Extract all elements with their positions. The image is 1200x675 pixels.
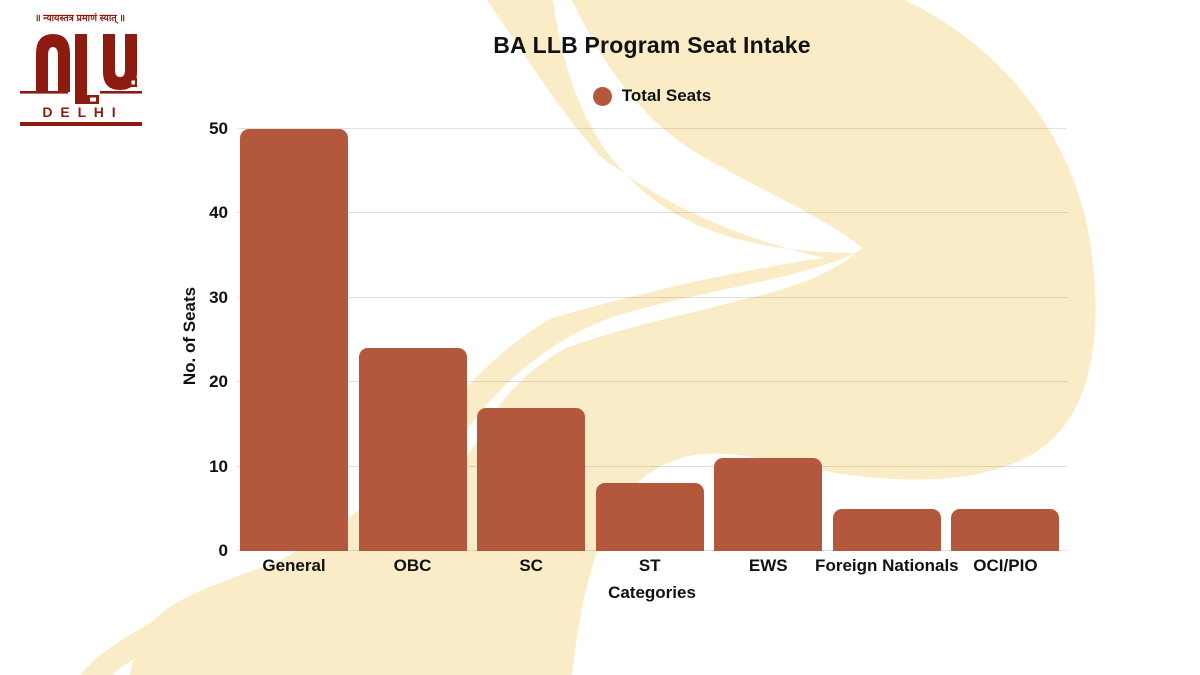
y-tick-label-40: 40 [209, 203, 228, 223]
bar-st [595, 483, 704, 551]
bar-obc [358, 348, 467, 551]
background-swirl-main-blob [130, 0, 1096, 675]
bar-general [240, 129, 348, 551]
y-tick-label-0: 0 [218, 541, 228, 560]
bar-oci-pio [951, 508, 1060, 551]
y-tick-label-30: 30 [209, 287, 228, 307]
y-tick-label-20: 20 [209, 372, 228, 392]
chart-title: BA LLB Program Seat Intake [493, 32, 811, 58]
x-tick-label-ews: EWS [748, 556, 788, 575]
x-axis-ticks: General OBC SC ST EWS Foreign Nationals OCI/PI… [237, 556, 1067, 580]
x-tick-label-general: General [262, 556, 326, 575]
x-axis-title: Categories [608, 583, 696, 602]
logo-city-label: D E L H I [42, 104, 117, 120]
plot-area [237, 128, 1067, 551]
x-tick-label-obc: OBC [393, 556, 432, 575]
bar-sc [477, 407, 586, 551]
legend-marker-icon [592, 86, 612, 106]
gridline-50 [237, 128, 1067, 129]
gridline-10 [237, 465, 1067, 467]
y-tick-label-50: 50 [209, 119, 228, 138]
nlu-delhi-logo: ॥ न्यायस्तत्र प्रमाणं स्यात् ॥ D E L H I [20, 12, 142, 126]
legend-label: Total Seats [621, 86, 712, 105]
gridline-40 [237, 212, 1067, 214]
x-tick-label-st: ST [638, 556, 661, 575]
y-tick-label-10: 10 [209, 456, 228, 476]
logo-underline [20, 122, 142, 126]
logo-monogram-icon [20, 34, 142, 104]
y-axis-title: No. of Seats [180, 286, 199, 386]
x-tick-label-foreign-nationals: Foreign Nationals [815, 556, 959, 575]
bar-ews [714, 458, 823, 551]
x-tick-label-oci-pio: OCI/PIO [973, 556, 1038, 575]
y-axis-ticks: 0 10 20 30 40 50 [148, 119, 228, 560]
x-tick-label-sc: SC [519, 556, 543, 575]
chart-legend: Total Seats [237, 86, 1067, 106]
bar-foreign-nationals [832, 508, 941, 551]
gridline-20 [237, 381, 1067, 383]
gridline-30 [237, 296, 1067, 298]
logo-motto: ॥ न्यायस्तत्र प्रमाणं स्यात् ॥ [35, 12, 125, 24]
